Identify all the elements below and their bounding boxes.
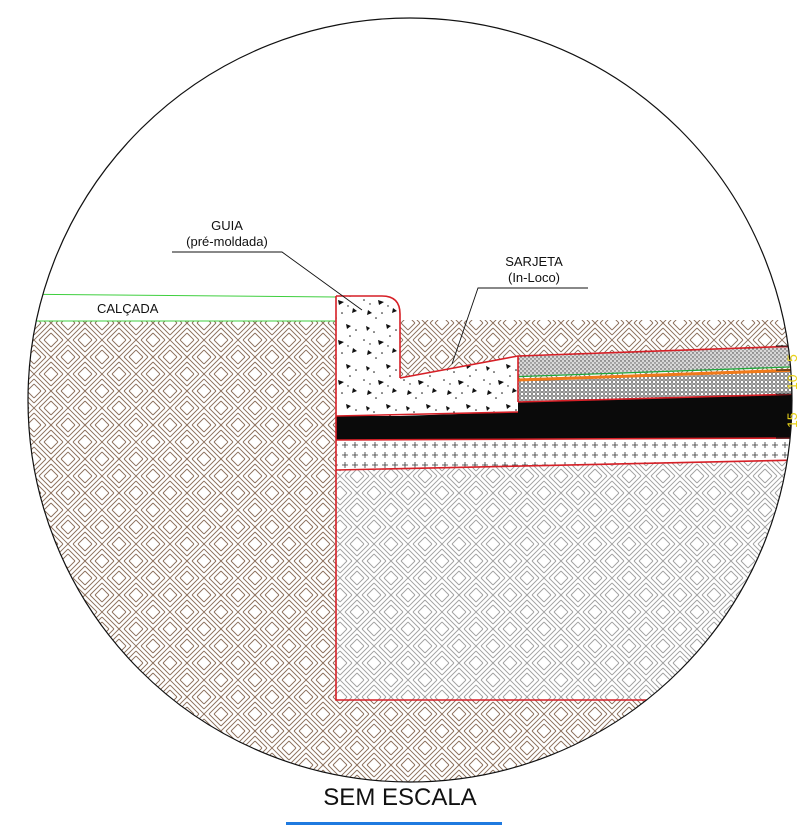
subgrade-outline: [335, 296, 792, 701]
dimension-label-middle: 10: [784, 374, 800, 390]
detail-circle: [27, 17, 793, 783]
dimension-label-top: 5: [784, 354, 800, 362]
sarjeta-label: SARJETA: [505, 254, 563, 269]
sidewalk-band: [28, 294, 336, 321]
binder-orange-line: [517, 368, 792, 382]
calcada-label: CALÇADA: [97, 301, 159, 316]
sarjeta-leader: [451, 287, 588, 365]
guia-sublabel: (pré-moldada): [186, 234, 268, 249]
sarjeta-sublabel: (In-Loco): [508, 270, 560, 285]
gutter-concrete: [400, 356, 518, 416]
guia-leader: [172, 251, 363, 311]
subgrade-fill: [336, 458, 792, 700]
section-layers: [28, 293, 792, 782]
sub-base-layer: [336, 436, 792, 470]
curb-concrete: [336, 296, 400, 416]
guia-label: GUIA: [211, 218, 243, 233]
scale-underline: [286, 822, 502, 825]
scale-caption: SEM ESCALA: [323, 784, 477, 811]
sidewalk-top-line: [28, 293, 337, 298]
base-layer: [336, 394, 792, 440]
curb-outline: [336, 295, 401, 378]
dimension-label-bottom: 15: [784, 412, 800, 428]
